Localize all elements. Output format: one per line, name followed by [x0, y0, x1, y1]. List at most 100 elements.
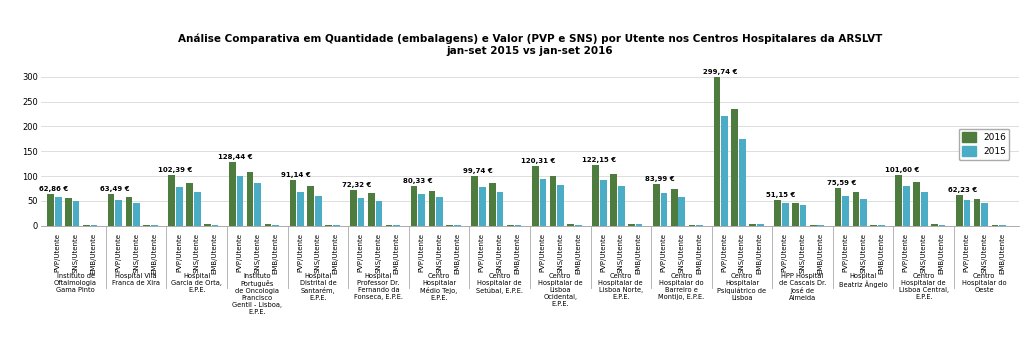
Text: 75,59 €: 75,59 €: [826, 180, 856, 186]
Bar: [315, 196, 322, 226]
Bar: [152, 225, 158, 226]
Bar: [116, 200, 122, 226]
Bar: [393, 225, 400, 226]
Bar: [108, 194, 115, 226]
Bar: [964, 200, 971, 226]
Text: 99,74 €: 99,74 €: [463, 168, 493, 174]
Text: Centro
Hospitalar do
Oeste: Centro Hospitalar do Oeste: [962, 273, 1007, 293]
Bar: [800, 205, 806, 226]
Text: 122,15 €: 122,15 €: [582, 157, 616, 163]
Bar: [350, 190, 356, 226]
Bar: [386, 225, 392, 226]
Bar: [575, 225, 582, 226]
Text: 101,60 €: 101,60 €: [885, 167, 920, 173]
Bar: [471, 176, 478, 226]
Bar: [176, 187, 182, 226]
Bar: [843, 196, 849, 226]
Bar: [497, 192, 504, 226]
Bar: [357, 198, 365, 226]
Bar: [689, 225, 695, 226]
Bar: [810, 225, 816, 226]
Bar: [212, 225, 218, 226]
Bar: [628, 224, 635, 226]
Bar: [679, 197, 685, 226]
Text: Centro
Hospitalar de
Lisboa Norte,
E.P.E.: Centro Hospitalar de Lisboa Norte, E.P.E…: [598, 273, 643, 300]
Text: 63,49 €: 63,49 €: [99, 186, 129, 192]
Bar: [913, 182, 920, 226]
Bar: [507, 225, 514, 226]
Bar: [194, 192, 201, 226]
Bar: [696, 225, 703, 226]
Text: 102,39 €: 102,39 €: [158, 167, 193, 173]
Text: Centro
Hospitalar
Psiquiátrico de
Lisboa: Centro Hospitalar Psiquiátrico de Lisboa: [718, 273, 767, 301]
Bar: [750, 224, 756, 226]
Text: Hospital
Beatriz Ângelo: Hospital Beatriz Ângelo: [839, 273, 888, 288]
Text: 91,14 €: 91,14 €: [282, 173, 311, 178]
Bar: [610, 174, 616, 226]
Bar: [333, 225, 340, 226]
Text: 128,44 €: 128,44 €: [218, 154, 253, 160]
Bar: [835, 188, 842, 226]
Text: 62,23 €: 62,23 €: [948, 187, 977, 193]
Bar: [419, 194, 425, 226]
Bar: [297, 192, 304, 226]
Bar: [860, 199, 867, 226]
Bar: [921, 192, 928, 226]
Text: Centro
Hospitalar de
Setúbal, E.P.E.: Centro Hospitalar de Setúbal, E.P.E.: [476, 273, 523, 294]
Bar: [90, 225, 97, 226]
Bar: [540, 178, 546, 226]
Legend: 2016, 2015: 2016, 2015: [958, 128, 1010, 160]
Bar: [368, 193, 375, 226]
Bar: [436, 197, 443, 226]
Bar: [515, 225, 521, 226]
Bar: [272, 225, 279, 226]
Bar: [247, 172, 254, 226]
Text: 72,32 €: 72,32 €: [342, 182, 372, 188]
Bar: [73, 201, 80, 226]
Text: 299,74 €: 299,74 €: [703, 69, 737, 75]
Bar: [186, 183, 193, 226]
Bar: [567, 224, 574, 226]
Bar: [739, 139, 745, 226]
Bar: [489, 183, 496, 226]
Bar: [307, 186, 314, 226]
Bar: [870, 225, 878, 226]
Bar: [428, 191, 435, 226]
Bar: [479, 187, 485, 226]
Bar: [999, 225, 1006, 226]
Text: Instituto
Português
de Oncologia
Francisco
Gentil - Lisboa,
E.P.E.: Instituto Português de Oncologia Francis…: [232, 273, 283, 315]
Bar: [782, 203, 788, 226]
Bar: [671, 189, 678, 226]
Bar: [653, 184, 659, 226]
Text: Hospital
Garcia de Orta,
E.P.E.: Hospital Garcia de Orta, E.P.E.: [171, 273, 222, 293]
Bar: [660, 193, 668, 226]
Bar: [974, 199, 980, 226]
Bar: [853, 192, 859, 226]
Bar: [204, 225, 211, 226]
Bar: [817, 225, 824, 226]
Bar: [126, 197, 132, 226]
Bar: [991, 225, 998, 226]
Text: Instituto de
Oftalmologia
Gama Pinto: Instituto de Oftalmologia Gama Pinto: [54, 273, 97, 293]
Bar: [143, 225, 151, 226]
Bar: [903, 186, 909, 226]
Text: Hospital
Distrital de
Santarém,
E.P.E.: Hospital Distrital de Santarém, E.P.E.: [299, 273, 336, 301]
Bar: [290, 181, 296, 226]
Text: 51,15 €: 51,15 €: [766, 192, 796, 198]
Bar: [264, 224, 271, 226]
Text: 120,31 €: 120,31 €: [521, 158, 556, 164]
Bar: [65, 198, 72, 226]
Bar: [55, 197, 61, 226]
Bar: [714, 77, 720, 226]
Bar: [939, 225, 945, 226]
Text: Centro
Hospitalar de
Lisboa
Ocidental,
E.P.E.: Centro Hospitalar de Lisboa Ocidental, E…: [538, 273, 583, 307]
Bar: [895, 175, 902, 226]
Bar: [254, 183, 261, 226]
Bar: [168, 175, 175, 226]
Bar: [83, 225, 89, 226]
Bar: [593, 165, 599, 226]
Bar: [931, 225, 938, 226]
Text: 62,86 €: 62,86 €: [39, 186, 69, 193]
Bar: [133, 203, 140, 226]
Bar: [636, 225, 642, 226]
